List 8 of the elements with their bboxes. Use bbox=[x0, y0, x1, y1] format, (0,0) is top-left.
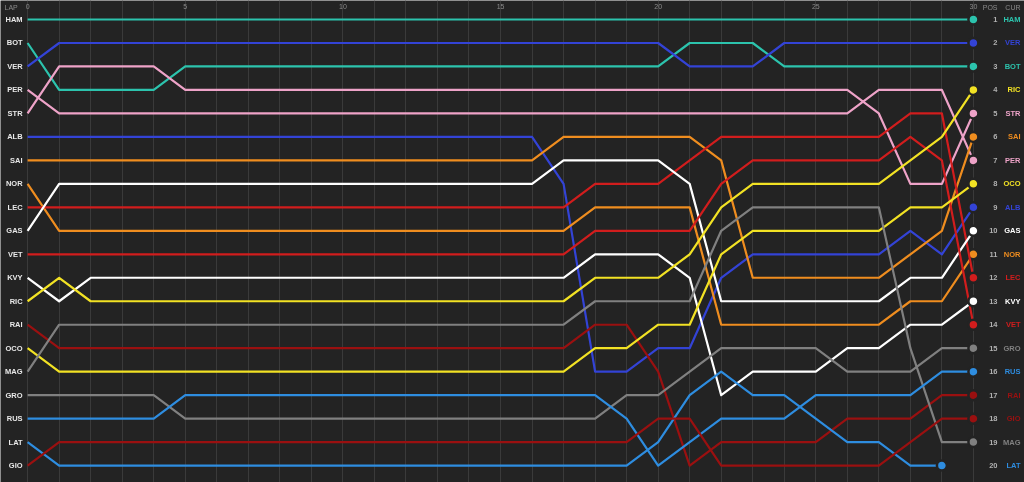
point bbox=[967, 83, 980, 97]
point bbox=[967, 271, 980, 285]
point bbox=[967, 130, 980, 144]
point bbox=[967, 341, 980, 355]
point bbox=[967, 36, 980, 50]
point bbox=[967, 388, 980, 402]
point bbox=[967, 177, 980, 191]
point bbox=[967, 224, 980, 238]
